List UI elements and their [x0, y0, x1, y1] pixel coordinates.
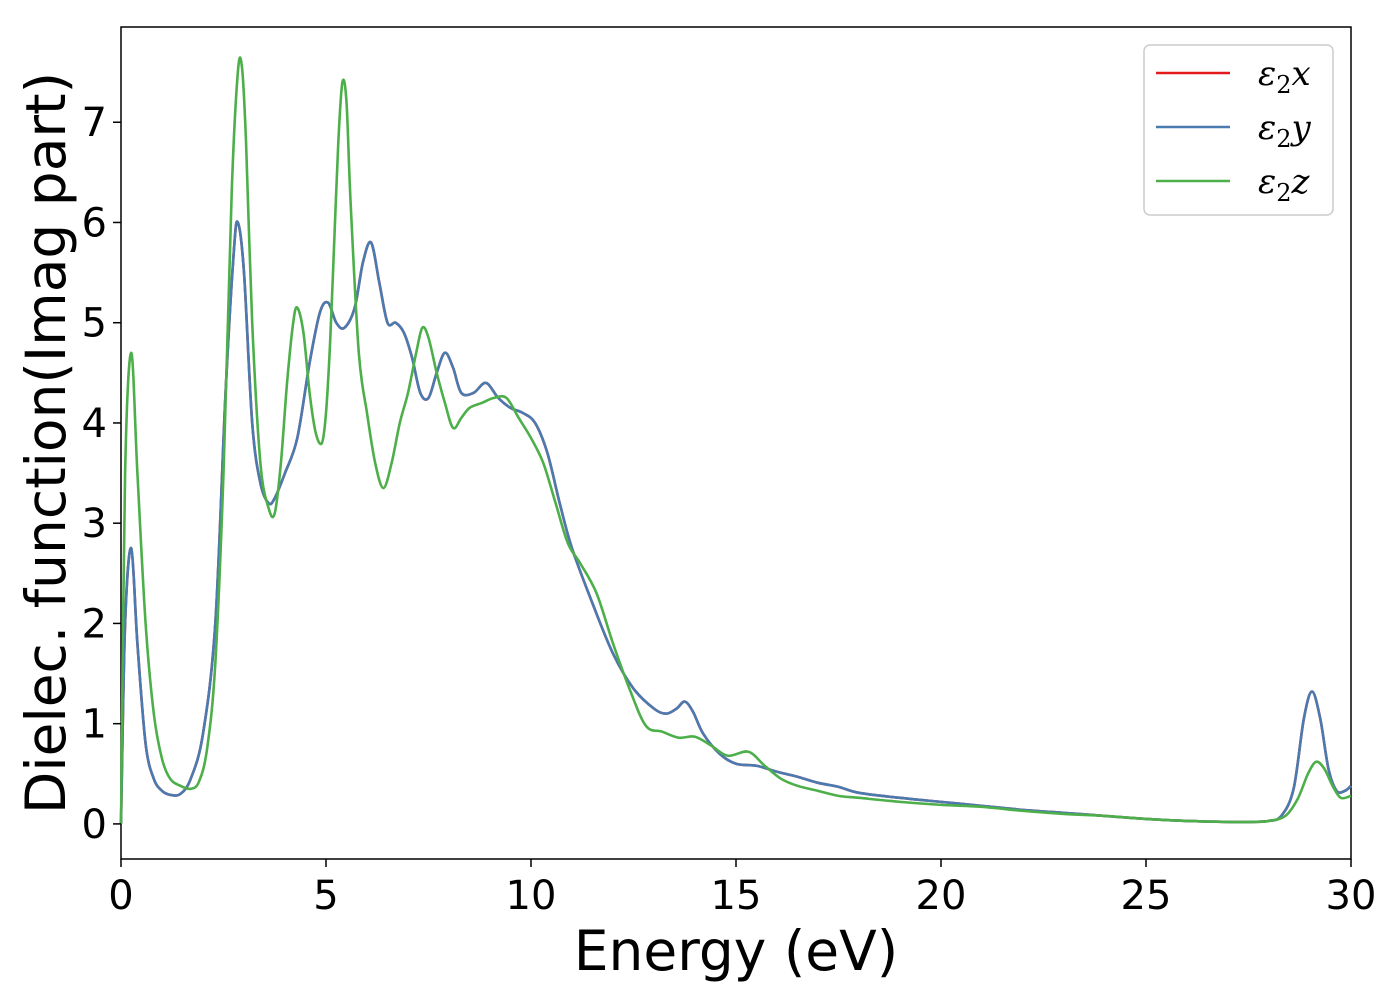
y-tick-label: 1	[82, 702, 107, 748]
y-tick-label: 6	[82, 200, 107, 246]
y-tick-label: 4	[82, 401, 107, 447]
x-tick-label: 0	[108, 873, 133, 919]
legend-label-x: ε2x	[1258, 54, 1311, 99]
y-axis-label: Dielec. function(Imag part)	[14, 72, 78, 814]
x-tick-label: 25	[1121, 873, 1172, 919]
y-tick-label: 3	[82, 501, 107, 547]
series-line-z	[119, 56, 1352, 824]
x-tick-label: 5	[313, 873, 338, 919]
x-tick-label: 20	[916, 873, 967, 919]
x-axis-label: Energy (eV)	[574, 919, 898, 983]
y-tick-label: 7	[82, 100, 107, 146]
legend-label-y: ε2y	[1258, 108, 1312, 153]
x-tick-label: 10	[506, 873, 557, 919]
y-tick-label: 2	[82, 601, 107, 647]
legend: ε2x ε2y ε2z	[1143, 44, 1334, 216]
x-tick-label: 30	[1326, 873, 1377, 919]
series-layer	[119, 56, 1352, 824]
y-tick-label: 0	[82, 802, 107, 848]
x-axis-ticks: 0 5 10 15 20 25 30	[108, 859, 1376, 919]
legend-box	[1143, 44, 1334, 216]
y-axis-ticks: 0 1 2 3 4 5 6 7	[82, 100, 121, 848]
legend-label-z: ε2z	[1258, 162, 1311, 207]
x-tick-label: 15	[711, 873, 762, 919]
y-tick-label: 5	[82, 301, 107, 347]
